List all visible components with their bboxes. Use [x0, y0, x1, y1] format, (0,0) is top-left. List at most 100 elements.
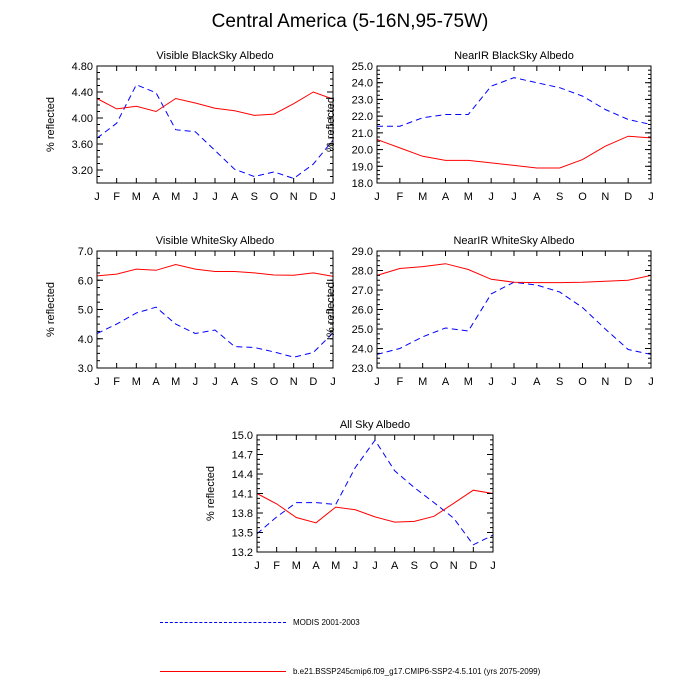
legend-modis-label: MODIS 2001-2003 — [293, 618, 360, 627]
x-tick-label: J — [374, 191, 380, 203]
x-tick-label: N — [601, 191, 609, 203]
x-tick-label: N — [450, 560, 458, 572]
x-tick-label: M — [418, 191, 427, 203]
x-tick-label: J — [193, 191, 199, 203]
panel-nearir-whitesky: NearIR WhiteSky Albedo % reflected J F M A M J J… — [325, 235, 654, 388]
series-line-model — [376, 135, 652, 169]
series-line-model — [256, 489, 494, 524]
x-tick-label: M — [464, 191, 473, 203]
y-tick-label: 3.20 — [72, 165, 93, 177]
x-tick-label: J — [648, 376, 654, 388]
x-tick-label: M — [464, 376, 473, 388]
y-axis-label: % reflected — [325, 282, 337, 337]
series-line-modis — [377, 77, 652, 127]
x-tick-label: D — [309, 191, 317, 203]
y-axis-label: % reflected — [45, 282, 57, 337]
y-tick-label: 13.2 — [232, 547, 253, 559]
x-tick-label: D — [624, 376, 632, 388]
y-tick-label: 13.8 — [232, 508, 253, 520]
x-tick-label: A — [231, 376, 239, 388]
y-axis-label: % reflected — [205, 466, 217, 521]
y-tick-label: 22.0 — [352, 111, 373, 123]
panel-title: Visible WhiteSky Albedo — [156, 235, 274, 247]
x-tick-label: J — [511, 191, 517, 203]
y-axis-label: % reflected — [45, 97, 57, 152]
y-tick-label: 27.0 — [352, 285, 373, 297]
y-tick-label: 26.0 — [352, 305, 373, 317]
x-tick-label: A — [442, 191, 450, 203]
x-tick-label: M — [132, 376, 141, 388]
y-tick-label: 4.00 — [72, 113, 93, 125]
x-tick-label: J — [488, 376, 494, 388]
x-tick-label: J — [94, 191, 100, 203]
y-tick-label: 14.1 — [232, 489, 253, 501]
x-tick-label: S — [251, 376, 258, 388]
y-tick-label: 19.0 — [352, 161, 373, 173]
x-tick-label: M — [418, 376, 427, 388]
series-line-modis — [96, 84, 334, 180]
y-tick-label: 14.4 — [232, 469, 253, 481]
series-line-model — [376, 263, 652, 284]
x-tick-label: J — [212, 376, 218, 388]
x-tick-label: F — [273, 560, 280, 572]
y-tick-label: 23.0 — [352, 363, 373, 375]
x-tick-label: A — [312, 560, 320, 572]
x-tick-label: M — [171, 191, 180, 203]
x-tick-label: D — [309, 376, 317, 388]
series-line-model — [96, 91, 334, 116]
plot-frame — [96, 65, 334, 184]
x-tick-label: M — [292, 560, 301, 572]
x-tick-label: J — [490, 560, 496, 572]
y-axis-label: % reflected — [325, 97, 337, 152]
x-tick-label: J — [353, 560, 359, 572]
x-tick-label: J — [193, 376, 199, 388]
x-tick-label: S — [411, 560, 418, 572]
x-tick-label: M — [132, 191, 141, 203]
panel-title: NearIR BlackSky Albedo — [454, 50, 574, 62]
x-tick-label: J — [648, 191, 654, 203]
y-tick-label: 7.0 — [78, 246, 93, 258]
y-tick-label: 13.5 — [232, 528, 253, 540]
plot-frame — [256, 434, 494, 553]
x-tick-label: M — [171, 376, 180, 388]
panel-title: NearIR WhiteSky Albedo — [453, 235, 574, 247]
plot-frame — [96, 250, 334, 369]
legend-modis-swatch — [160, 622, 286, 623]
panel-nearir-blacksky: NearIR BlackSky Albedo % reflected J F M A M J J… — [325, 50, 654, 203]
x-tick-label: S — [556, 376, 563, 388]
x-tick-label: J — [212, 191, 218, 203]
y-tick-label: 4.0 — [78, 334, 93, 346]
x-tick-label: F — [396, 376, 403, 388]
x-tick-label: N — [290, 376, 298, 388]
x-tick-label: J — [372, 560, 378, 572]
x-tick-label: O — [270, 376, 279, 388]
x-tick-label: A — [152, 376, 160, 388]
y-tick-label: 21.0 — [352, 128, 373, 140]
x-tick-label: J — [330, 376, 336, 388]
y-tick-label: 15.0 — [232, 430, 253, 442]
x-tick-label: J — [374, 376, 380, 388]
page-title: Central America (5-16N,95-75W) — [211, 11, 489, 32]
y-tick-label: 24.0 — [352, 344, 373, 356]
x-tick-label: D — [469, 560, 477, 572]
x-tick-label: F — [396, 191, 403, 203]
x-tick-label: J — [330, 191, 336, 203]
x-tick-label: A — [533, 376, 541, 388]
x-tick-label: A — [442, 376, 450, 388]
x-tick-label: A — [533, 191, 541, 203]
panel-title: All Sky Albedo — [340, 419, 410, 431]
legend-model-swatch — [160, 671, 286, 672]
x-tick-label: F — [113, 376, 120, 388]
x-tick-label: S — [556, 191, 563, 203]
x-tick-label: J — [254, 560, 260, 572]
y-tick-label: 4.80 — [72, 61, 93, 73]
x-tick-label: J — [511, 376, 517, 388]
x-tick-label: O — [430, 560, 439, 572]
y-tick-label: 25.0 — [352, 61, 373, 73]
y-tick-label: 5.0 — [78, 305, 93, 317]
x-tick-label: A — [231, 191, 239, 203]
y-tick-label: 23.0 — [352, 94, 373, 106]
y-tick-label: 4.40 — [72, 87, 93, 99]
